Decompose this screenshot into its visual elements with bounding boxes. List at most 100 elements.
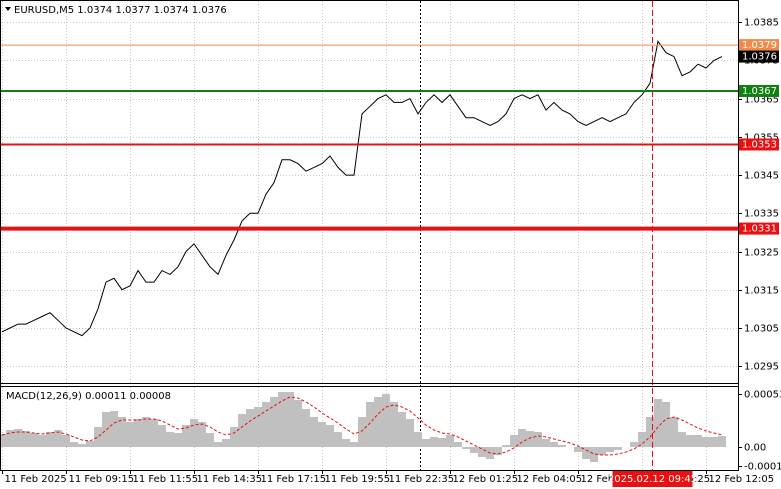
macd-bar (510, 435, 518, 447)
macd-bar (334, 432, 342, 447)
macd-bar (214, 442, 222, 447)
x-tick-label: 11 Feb 09:15 (69, 474, 135, 485)
macd-bar (390, 402, 398, 447)
label-layer: EURUSD,M5 1.0374 1.0377 1.0374 1.0376 MA… (2, 5, 781, 487)
macd-bar (470, 447, 478, 453)
macd-bar (110, 411, 118, 447)
grid-layer (1, 1, 738, 470)
x-tick-label: 11 Feb 17:15 (261, 474, 327, 485)
level-label: 1.0367 (742, 86, 777, 97)
y-tick-label: 1.0315 (744, 286, 779, 297)
macd-bar (574, 447, 582, 452)
level-label-box (739, 222, 779, 235)
macd-bar (614, 447, 622, 450)
x-tick-label: 11 Feb 14:35 (197, 474, 263, 485)
macd-bar (94, 427, 102, 447)
time-marker-box (612, 471, 693, 487)
price-line (1, 40, 723, 337)
macd-bar (438, 438, 446, 447)
macd-bar (54, 430, 62, 447)
macd-bar (118, 417, 126, 447)
y-tick-label: -0.00019 (744, 462, 781, 473)
price-title: EURUSD,M5 1.0374 1.0377 1.0374 1.0376 (14, 5, 227, 16)
macd-bar (294, 400, 302, 447)
macd-bar (606, 447, 614, 452)
macd-bar (718, 436, 726, 447)
macd-bar (182, 425, 190, 447)
macd-bar (358, 417, 366, 447)
macd-bar (302, 409, 310, 447)
macd-bar (318, 422, 326, 447)
macd-bar (502, 445, 510, 447)
y-tick-label: 0.00053 (744, 390, 781, 401)
macd-bar (286, 392, 294, 447)
macd-bar (46, 432, 54, 447)
macd-bar (0, 434, 6, 447)
macd-bar (166, 432, 174, 447)
y-tick-label: 1.0355 (744, 133, 779, 144)
macd-bar (558, 445, 566, 447)
y-tick-label: 0.00 (744, 443, 766, 454)
macd-bar (446, 435, 454, 447)
level-label: 1.0379 (742, 40, 777, 51)
macd-bar (102, 412, 110, 447)
title-arrow-icon (5, 7, 11, 11)
signal-line (1, 396, 723, 456)
macd-bar (342, 439, 350, 447)
macd-bar (478, 447, 486, 457)
macd-bar (246, 409, 254, 447)
macd-bar (270, 397, 278, 447)
level-label-box (739, 138, 779, 151)
macd-bar (454, 442, 462, 447)
data-layer (0, 1, 738, 470)
macd-bar (22, 431, 30, 447)
macd-bar (670, 417, 678, 447)
macd-bar (678, 432, 686, 447)
macd-bar (582, 447, 590, 459)
macd-bar (198, 422, 206, 447)
macd-bar (70, 442, 78, 447)
macd-bar (702, 437, 710, 447)
macd-bar (414, 432, 422, 447)
level-label: 1.0331 (742, 224, 777, 235)
level-label: 1.0353 (742, 139, 777, 150)
macd-title: MACD(12,26,9) 0.00011 0.00008 (6, 391, 171, 402)
x-tick-label: 11 Feb 19:55 (325, 474, 391, 485)
macd-bar (190, 419, 198, 447)
macd-bar (254, 407, 262, 447)
macd-bar (326, 425, 334, 447)
frame-layer (0, 0, 739, 471)
y-tick-label: 1.0295 (744, 362, 779, 373)
macd-bar (78, 444, 86, 447)
macd-bar (662, 402, 670, 447)
level-label-box (739, 84, 779, 97)
macd-bar (230, 427, 238, 447)
macd-bar (462, 447, 470, 449)
macd-bar (382, 394, 390, 447)
macd-bar (542, 439, 550, 447)
macd-bar (654, 399, 662, 447)
x-tick-label: 11 Feb 2025 (5, 474, 67, 485)
y-tick-label: 1.0385 (744, 18, 779, 29)
macd-bar (638, 432, 646, 447)
macd-bar (278, 392, 286, 447)
macd-bar (598, 447, 606, 455)
y-tick-label: 1.0365 (744, 95, 779, 106)
macd-bar (206, 433, 214, 447)
level-label-box (739, 39, 779, 52)
macd-bar (518, 429, 526, 447)
y-tick-label: 1.0325 (744, 248, 779, 259)
macd-bar (694, 435, 702, 447)
last-price-label: 1.0376 (742, 52, 777, 63)
macd-bar (526, 431, 534, 447)
macd-bar (126, 422, 134, 447)
macd-bar (550, 442, 558, 447)
macd-bar (398, 412, 406, 447)
macd-bar (310, 417, 318, 447)
y-tick-label: 1.0345 (744, 171, 779, 182)
macd-bar (62, 435, 70, 447)
macd-bar (630, 442, 638, 447)
macd-bar (262, 402, 270, 447)
